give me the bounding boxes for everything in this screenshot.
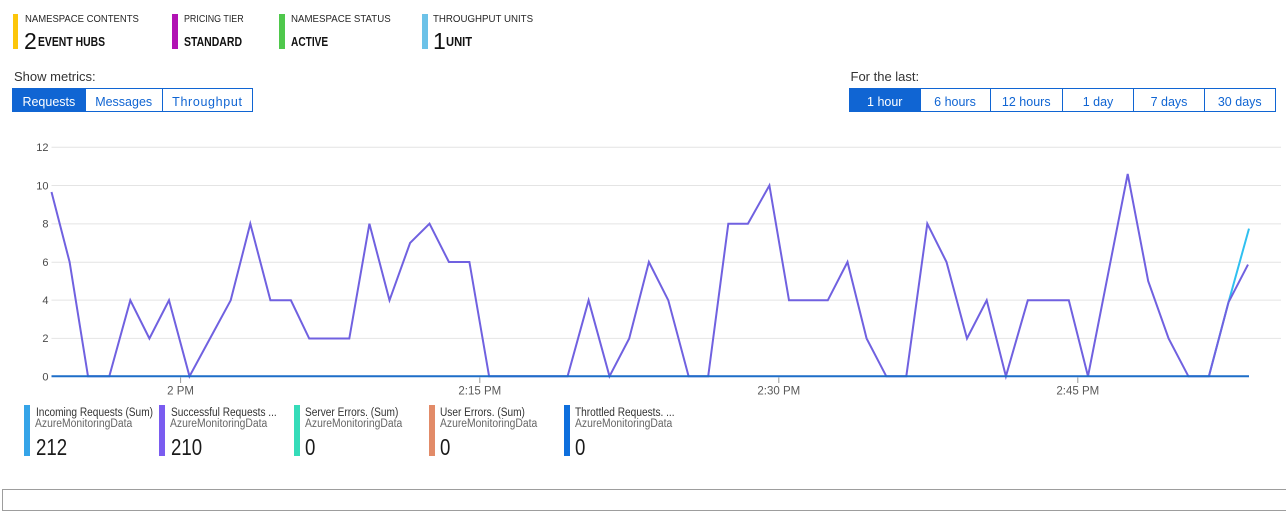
svg-text:12: 12: [36, 142, 48, 154]
svg-text:2 PM: 2 PM: [167, 386, 194, 398]
svg-text:10: 10: [36, 180, 48, 192]
svg-text:2:45 PM: 2:45 PM: [1056, 386, 1099, 398]
svg-text:4: 4: [42, 295, 48, 307]
svg-text:8: 8: [42, 219, 48, 231]
svg-text:0: 0: [42, 371, 48, 383]
svg-text:2:15 PM: 2:15 PM: [458, 386, 501, 398]
svg-text:2: 2: [42, 333, 48, 345]
svg-text:2:30 PM: 2:30 PM: [757, 386, 800, 398]
svg-text:6: 6: [42, 257, 48, 269]
